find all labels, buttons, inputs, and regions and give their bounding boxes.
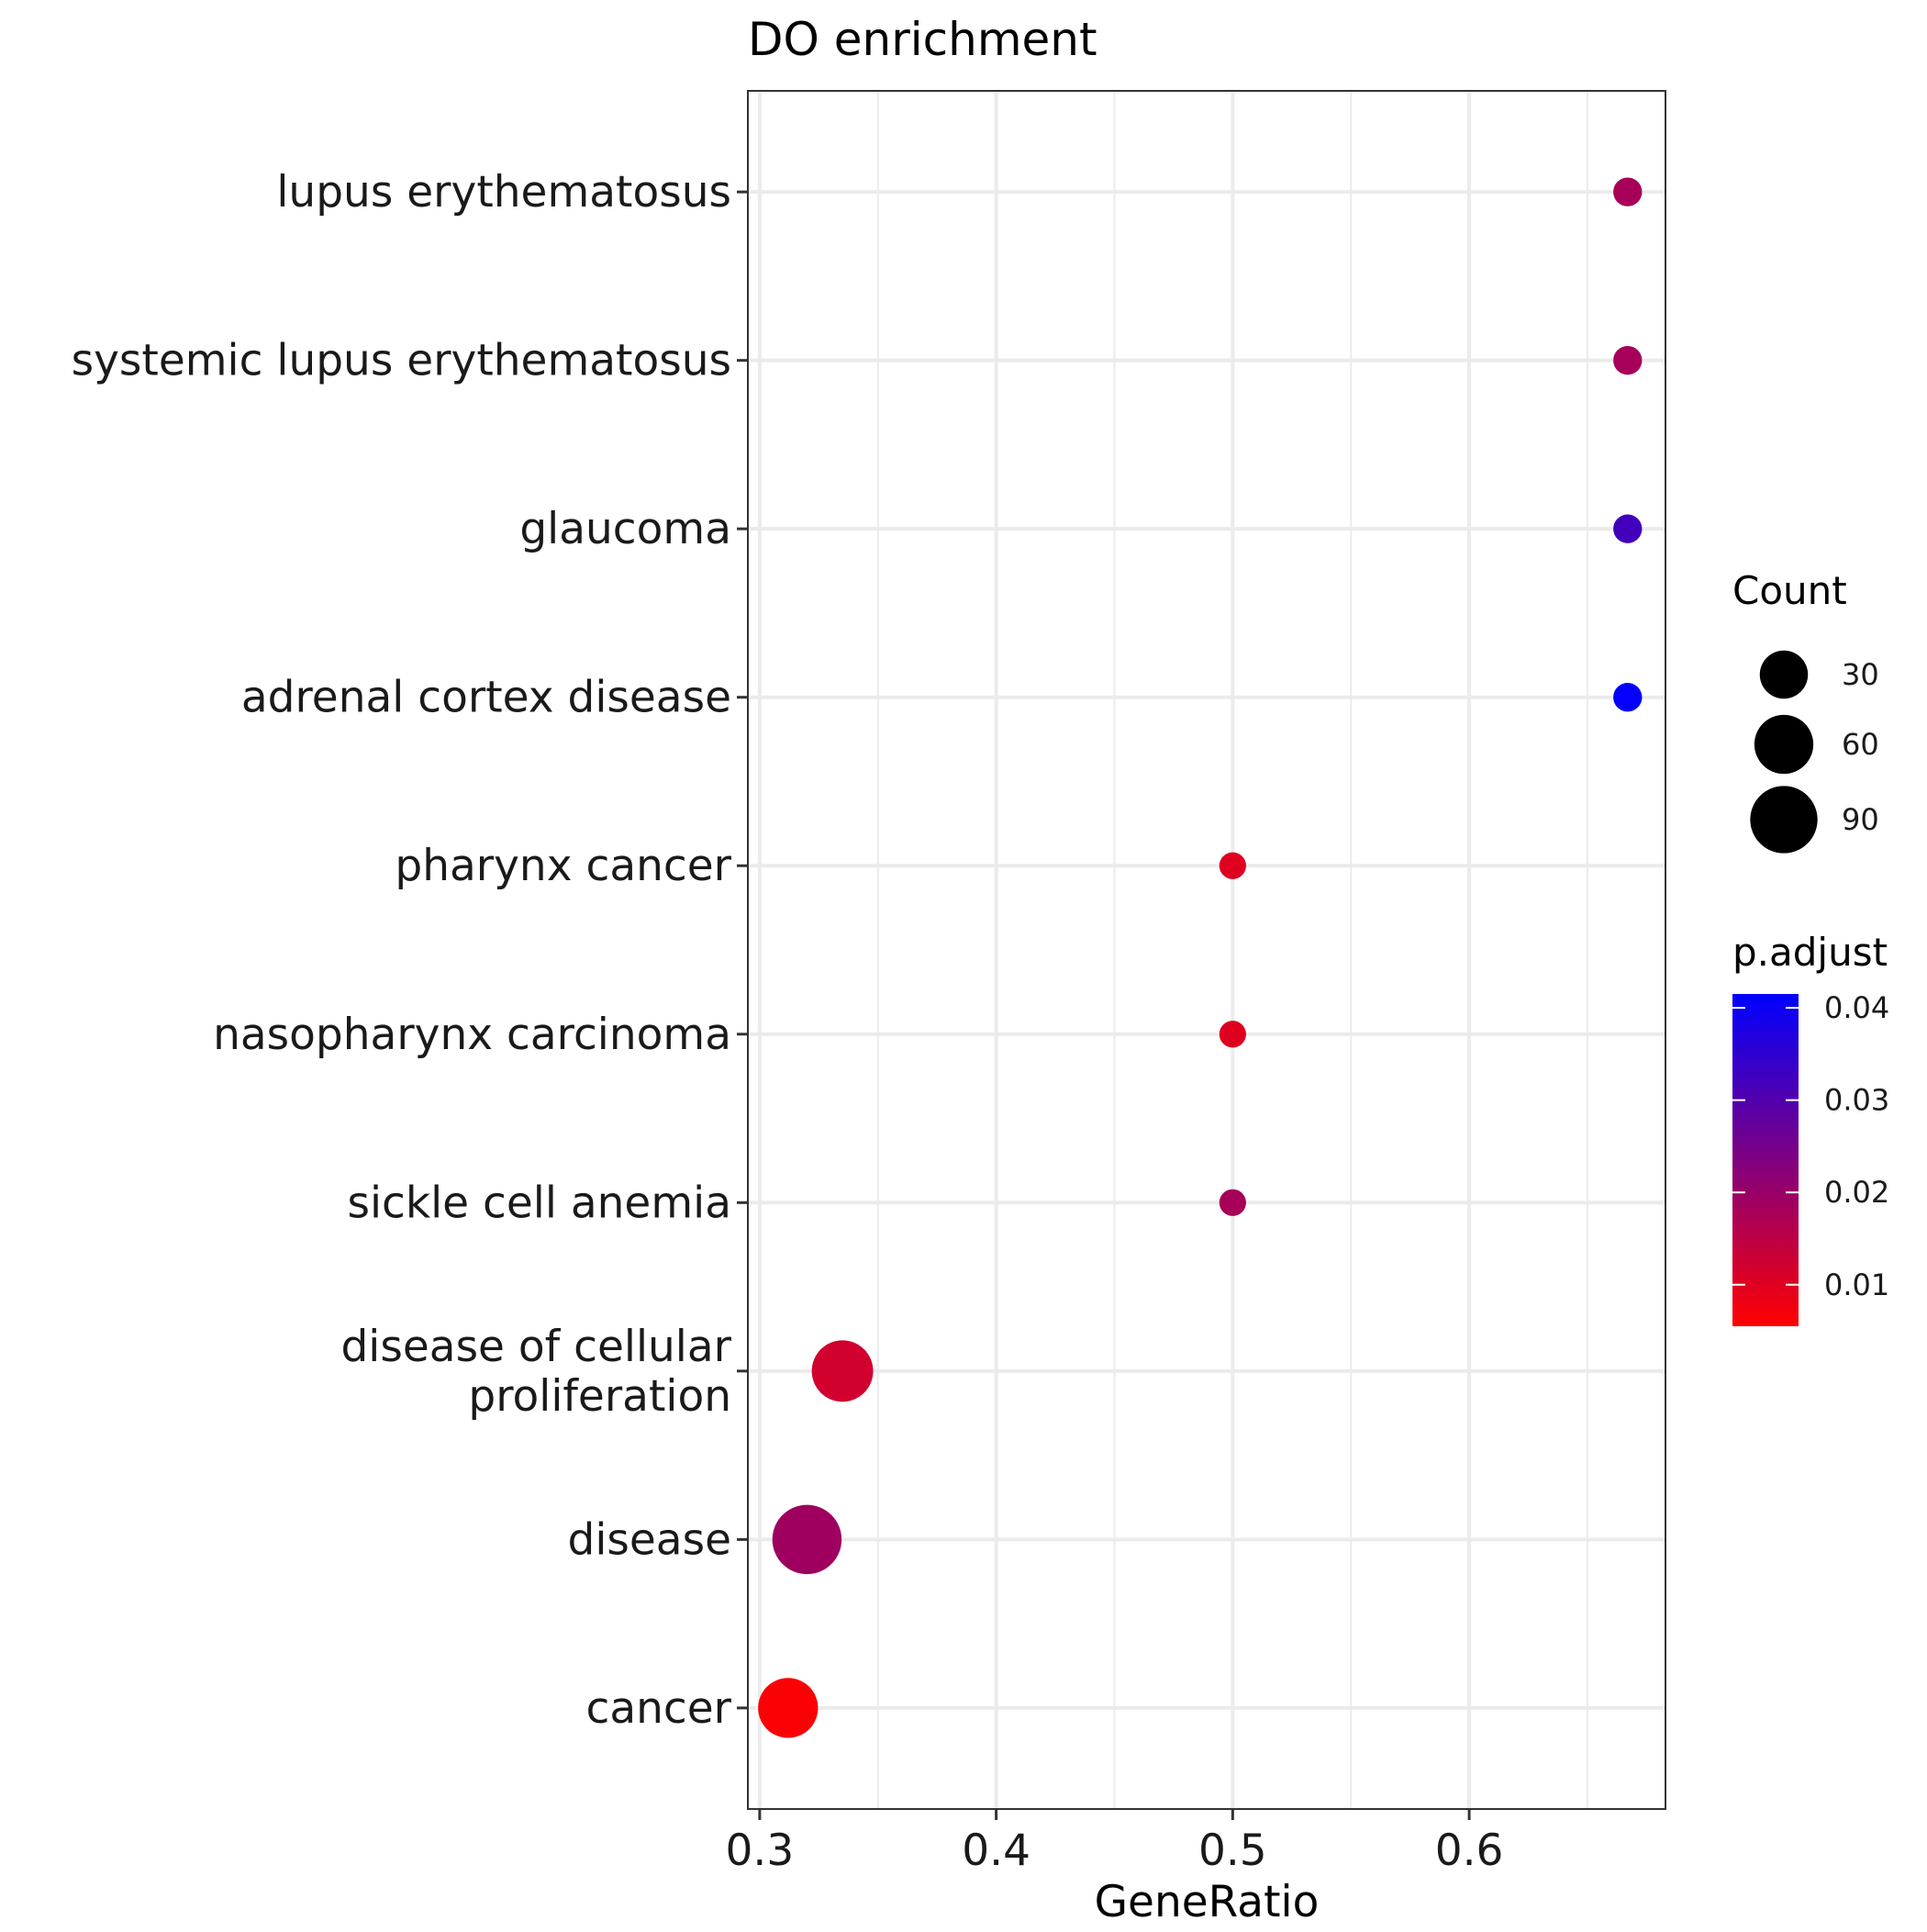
size-legend-key	[1754, 714, 1814, 775]
data-point	[1613, 345, 1643, 375]
x-axis: 0.3 0.4 0.5 0.6	[726, 1809, 1504, 1876]
y-axis-category-label: pharynx cancer	[395, 841, 731, 891]
x-axis-tick-label: 0.3	[726, 1826, 795, 1876]
size-legend-label: 90	[1842, 802, 1879, 837]
color-legend-label: 0.04	[1824, 990, 1889, 1025]
color-legend-label: 0.03	[1824, 1083, 1889, 1118]
color-legend-title: p.adjust	[1732, 930, 1888, 975]
y-axis: lupus erythematosus systemic lupus erythe…	[72, 167, 748, 1734]
data-point	[1613, 514, 1643, 543]
color-bar	[1732, 994, 1799, 1326]
y-axis-category-label: nasopharynx carcinoma	[213, 1010, 731, 1060]
data-point	[1613, 177, 1643, 207]
y-axis-category-label: disease	[568, 1514, 732, 1565]
data-point	[1219, 1021, 1246, 1048]
y-axis-category-label: disease of cellular	[340, 1322, 731, 1372]
y-axis-category-label: lupus erythematosus	[276, 167, 731, 218]
x-axis-tick-label: 0.6	[1435, 1826, 1504, 1876]
y-axis-category-label: proliferation	[468, 1371, 731, 1422]
x-axis-tick-label: 0.5	[1198, 1826, 1267, 1876]
data-point	[758, 1678, 819, 1738]
points-layer	[758, 177, 1643, 1738]
data-point	[1219, 1189, 1246, 1216]
y-axis-category-label: glaucoma	[519, 504, 731, 554]
size-legend: Count 30 60 90	[1732, 568, 1879, 854]
size-legend-key	[1750, 786, 1818, 854]
x-axis-title: GeneRatio	[1095, 1877, 1320, 1927]
y-axis-category-label: sickle cell anemia	[348, 1178, 731, 1228]
grid-layer	[748, 91, 1665, 1809]
size-legend-key	[1759, 650, 1809, 699]
size-legend-label: 60	[1842, 727, 1879, 762]
color-legend-label: 0.01	[1824, 1268, 1889, 1302]
y-axis-category-label: cancer	[585, 1683, 731, 1734]
panel-border	[747, 90, 1666, 1810]
size-legend-label: 30	[1842, 657, 1879, 692]
size-legend-title: Count	[1732, 568, 1847, 613]
y-axis-category-label: systemic lupus erythematosus	[72, 336, 731, 386]
data-point	[772, 1504, 842, 1575]
x-axis-tick-label: 0.4	[962, 1826, 1030, 1876]
chart-title: DO enrichment	[748, 13, 1097, 66]
color-legend-label: 0.02	[1824, 1175, 1889, 1210]
color-legend: p.adjust 0.01 0.02 0.03 0.04	[1732, 930, 1889, 1326]
data-point	[1219, 852, 1246, 879]
data-point	[811, 1340, 874, 1402]
y-axis-category-label: adrenal cortex disease	[241, 673, 731, 723]
data-point	[1613, 683, 1643, 712]
